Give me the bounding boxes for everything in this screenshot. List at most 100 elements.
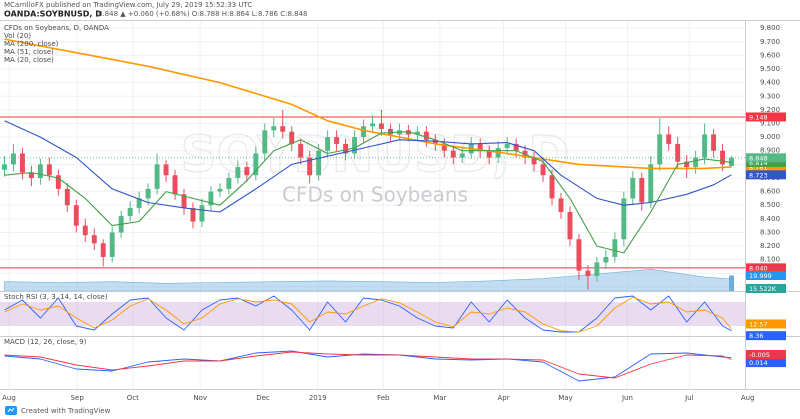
candle-body bbox=[361, 126, 366, 138]
price-tag bbox=[746, 170, 786, 180]
x-tick-label: Sep bbox=[71, 394, 85, 402]
x-tick-label: Oct bbox=[127, 394, 139, 402]
indicator-line bbox=[4, 296, 732, 333]
candle-body bbox=[208, 191, 214, 206]
candle-body bbox=[486, 150, 492, 158]
candle-body bbox=[2, 164, 7, 170]
pane-title: MACD (12, 26, close, 9) bbox=[4, 338, 87, 346]
candle-body bbox=[558, 198, 564, 213]
candle-body bbox=[387, 128, 393, 135]
candle-body bbox=[136, 198, 142, 208]
price-tag bbox=[746, 350, 786, 359]
candle-body bbox=[109, 232, 115, 257]
candle-body bbox=[540, 164, 546, 176]
candle-body bbox=[513, 143, 519, 151]
grid bbox=[0, 20, 745, 389]
x-tick-label: Nov bbox=[193, 394, 207, 402]
x-tick-label: May bbox=[558, 394, 572, 402]
x-tick-label: Mar bbox=[433, 394, 446, 402]
ma-line bbox=[4, 120, 732, 213]
x-tick-label: Jul bbox=[684, 394, 694, 402]
candle-body bbox=[576, 239, 582, 271]
price-tag-label: 8.723 bbox=[749, 171, 768, 179]
x-tick-label: Aug bbox=[741, 394, 755, 402]
candle-body bbox=[432, 139, 438, 144]
axes: 9.800 9.700 9.600 9.500 9.400 9.300 9.200 9.100… bbox=[2, 24, 786, 402]
price-tag-label: 8.814 bbox=[749, 159, 768, 167]
footer: Created with TradingView bbox=[21, 407, 111, 415]
y-tick-label: 9.800 bbox=[760, 24, 780, 32]
candle-body bbox=[199, 205, 205, 222]
candle-body bbox=[621, 198, 627, 240]
candle-body bbox=[459, 153, 465, 158]
candle-body bbox=[477, 143, 483, 151]
candle-body bbox=[298, 143, 304, 158]
candle-body bbox=[46, 164, 52, 176]
price-tag-label: 12.57 bbox=[749, 320, 768, 328]
candle-body bbox=[163, 164, 169, 176]
candle-body bbox=[352, 137, 358, 154]
candle-body bbox=[711, 134, 717, 151]
volume-bar bbox=[729, 275, 735, 291]
candle-body bbox=[127, 207, 133, 217]
candle-body bbox=[441, 143, 447, 151]
y-tick-label: 9.300 bbox=[760, 92, 780, 100]
volume-area bbox=[4, 268, 732, 292]
price-tag-label: 9.148 bbox=[749, 113, 768, 121]
x-tick-label: 2019 bbox=[309, 394, 327, 402]
candle-body bbox=[423, 131, 429, 140]
candle-body bbox=[594, 262, 600, 277]
candle-body bbox=[639, 177, 645, 203]
publisher-line: MCarrilloFX published on TradingView.com… bbox=[4, 1, 252, 9]
ma-line bbox=[4, 131, 732, 254]
band bbox=[0, 302, 745, 326]
candle-body bbox=[64, 188, 70, 206]
price-tag bbox=[746, 319, 786, 329]
candle-body bbox=[217, 188, 223, 192]
candle-body bbox=[55, 175, 61, 189]
legend-entry: Vol (20) bbox=[4, 32, 31, 40]
candle-body bbox=[343, 143, 349, 154]
price-tag bbox=[746, 263, 786, 273]
candle-body bbox=[289, 131, 295, 144]
indicator-line bbox=[4, 295, 732, 333]
legend-entry: MA (20, close) bbox=[4, 56, 54, 64]
pane-title: Stoch RSI (3, 3, 14, 14, close) bbox=[4, 293, 108, 301]
candle-body bbox=[19, 153, 25, 173]
indicator-line bbox=[4, 351, 732, 379]
candle-body bbox=[334, 137, 340, 144]
candle-body bbox=[504, 143, 510, 149]
candle-body bbox=[73, 205, 79, 226]
price-tag-label: 8.781 bbox=[749, 163, 768, 171]
ma-line bbox=[4, 38, 732, 170]
candle-body bbox=[648, 164, 654, 203]
price-tag bbox=[746, 358, 786, 368]
candle-body bbox=[603, 256, 609, 263]
watermark-subtitle: CFDs on Soybeans bbox=[282, 183, 468, 207]
candle-body bbox=[702, 134, 708, 158]
logo bbox=[5, 406, 17, 415]
y-tick-label: 9.500 bbox=[760, 65, 780, 73]
y-tick-label: 9.600 bbox=[760, 51, 780, 59]
x-tick-label: Aug bbox=[2, 394, 16, 402]
candle-body bbox=[379, 123, 384, 129]
candle-body bbox=[612, 239, 618, 257]
y-tick-label: 8.300 bbox=[760, 228, 780, 236]
candle-body bbox=[370, 123, 375, 127]
candle-body bbox=[325, 137, 331, 151]
candle-body bbox=[271, 126, 277, 131]
candle-body bbox=[181, 194, 187, 208]
candle-body bbox=[82, 225, 88, 236]
candle-body bbox=[154, 164, 160, 189]
logo-glyph bbox=[7, 407, 15, 413]
candle-body bbox=[28, 172, 34, 178]
candle-body bbox=[307, 157, 313, 176]
candle-body bbox=[657, 134, 663, 165]
candle-body bbox=[675, 143, 681, 162]
price-tag-label: 8.36 bbox=[749, 332, 763, 340]
y-tick-label: 8.500 bbox=[760, 201, 780, 209]
candle-body bbox=[549, 175, 555, 199]
x-tick-label: Apr bbox=[497, 394, 509, 402]
